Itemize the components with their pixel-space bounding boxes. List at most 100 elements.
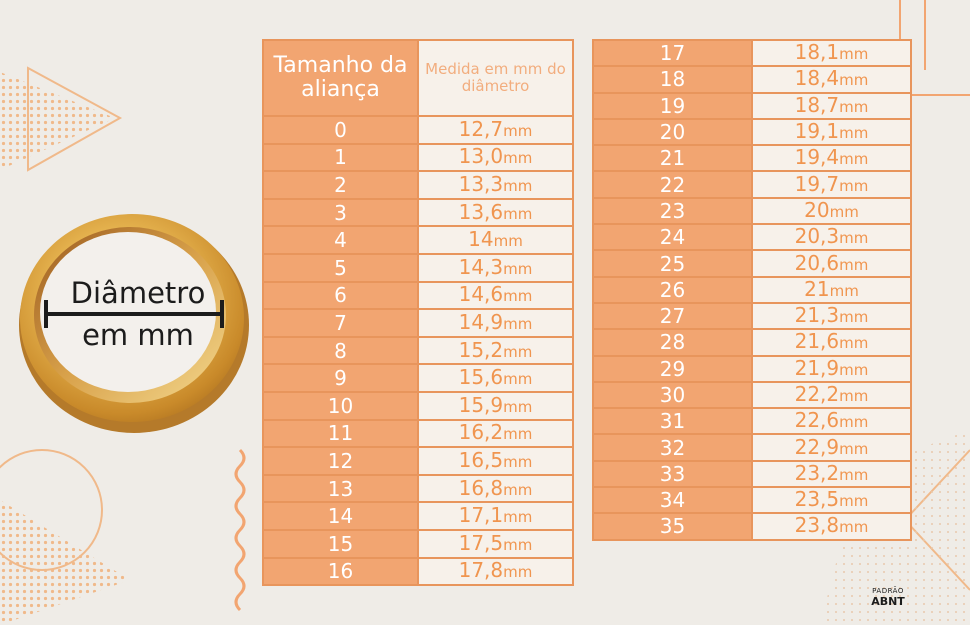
- ring-size-cell: 15: [262, 528, 419, 559]
- table-row: 11 16,2mm: [262, 418, 574, 449]
- diameter-cell: 20,3mm: [751, 223, 912, 252]
- diameter-cell: 14,3mm: [417, 252, 574, 283]
- ring-size-cell: 9: [262, 363, 419, 393]
- diameter-unit: mm: [503, 342, 533, 361]
- diameter-unit: mm: [503, 259, 533, 278]
- measure-column-header: Medida em mm do diâmetro: [417, 39, 574, 117]
- diameter-cell: 13,3mm: [417, 170, 574, 200]
- diameter-cell: 14,6mm: [417, 280, 574, 311]
- table-header-row: Tamanho da aliança Medida em mm do diâme…: [262, 39, 574, 117]
- ring-size-cell: 28: [592, 328, 753, 357]
- ring-size-cell: 13: [262, 473, 419, 504]
- table-row: 18 18,4mm: [592, 65, 912, 94]
- diameter-unit: mm: [503, 204, 533, 223]
- diameter-cell: 17,8mm: [417, 556, 574, 587]
- diameter-unit: mm: [839, 229, 869, 248]
- table-row: 21 19,4mm: [592, 144, 912, 173]
- diameter-value: 20,3: [794, 224, 840, 249]
- diameter-value: 19,7: [794, 171, 840, 196]
- diameter-value: 23,8: [794, 513, 840, 538]
- ring-size-cell: 32: [592, 433, 753, 462]
- diameter-unit: mm: [839, 360, 869, 379]
- diameter-cell: 19,1mm: [751, 117, 912, 147]
- table-row: 7 14,9mm: [262, 308, 574, 338]
- diameter-value: 12,7: [458, 116, 504, 141]
- ring-size-cell: 7: [262, 308, 419, 338]
- standard-badge-top: PADRÃO: [872, 587, 904, 595]
- diameter-value: 15,2: [458, 337, 504, 362]
- diameter-value: 14,6: [458, 282, 504, 307]
- diameter-cell: 23,2mm: [751, 459, 912, 489]
- diameter-value: 14: [468, 227, 494, 252]
- diameter-value: 23,2: [794, 460, 840, 485]
- diameter-value: 16,8: [458, 475, 504, 500]
- diameter-value: 16,2: [458, 420, 504, 445]
- abnt-standard-badge: PADRÃO ABNT: [868, 587, 908, 608]
- diameter-cell: 14mm: [417, 225, 574, 255]
- ring-size-cell: 24: [592, 223, 753, 252]
- diameter-cell: 13,0mm: [417, 142, 574, 173]
- table-row: 26 21mm: [592, 275, 912, 304]
- ring-size-cell: 10: [262, 390, 419, 421]
- diameter-unit: mm: [839, 492, 869, 511]
- ring-size-cell: 31: [592, 407, 753, 436]
- diameter-unit: mm: [503, 563, 533, 582]
- diameter-unit: mm: [839, 387, 869, 405]
- ring-unit-label: em mm: [82, 318, 194, 352]
- ring-size-cell: 12: [262, 446, 419, 476]
- ring-size-cell: 8: [262, 335, 419, 366]
- diameter-unit: mm: [839, 176, 869, 195]
- diameter-cell: 23,5mm: [751, 486, 912, 515]
- diameter-cell: 16,8mm: [417, 473, 574, 504]
- dotted-triangle-bottom-left: [0, 500, 130, 625]
- table-row: 27 21,3mm: [592, 301, 912, 331]
- table-row: 24 20,3mm: [592, 223, 912, 252]
- diameter-value: 15,9: [458, 392, 504, 417]
- diameter-value: 22,2: [794, 382, 840, 406]
- size-column-header: Tamanho da aliança: [262, 39, 419, 117]
- diameter-value: 15,6: [458, 365, 504, 390]
- table-row: 16 17,8mm: [262, 556, 574, 587]
- diameter-cell: 20mm: [751, 196, 912, 226]
- diameter-cell: 15,2mm: [417, 335, 574, 366]
- diameter-unit: mm: [503, 121, 533, 140]
- diameter-cell: 17,5mm: [417, 528, 574, 559]
- ring-size-cell: 25: [592, 249, 753, 278]
- diameter-unit: mm: [839, 413, 869, 432]
- diameter-value: 13,0: [458, 144, 504, 169]
- diameter-unit: mm: [829, 202, 859, 221]
- diameter-unit: mm: [839, 150, 869, 169]
- diameter-value: 21: [804, 276, 830, 301]
- ring-size-cell: 16: [262, 556, 419, 587]
- ring-size-cell: 29: [592, 354, 753, 383]
- diameter-value: 14,9: [458, 309, 504, 334]
- ring-diameter-label: Diâmetro: [70, 276, 206, 310]
- table-row: 32 22,9mm: [592, 433, 912, 462]
- diameter-unit: mm: [839, 334, 869, 353]
- table-row: 28 21,6mm: [592, 328, 912, 357]
- ring-size-cell: 30: [592, 380, 753, 410]
- outline-triangle-top-left: [27, 66, 123, 172]
- diameter-unit: mm: [839, 255, 869, 274]
- diameter-unit: mm: [839, 465, 869, 484]
- ring-size-cell: 27: [592, 301, 753, 331]
- ring-size-cell: 6: [262, 280, 419, 311]
- table-row: 8 15,2mm: [262, 335, 574, 366]
- diameter-value: 23,5: [794, 487, 840, 512]
- diameter-unit: mm: [493, 232, 523, 251]
- diameter-cell: 18,7mm: [751, 91, 912, 120]
- diameter-value: 18,7: [794, 92, 840, 117]
- ring-size-cell: 5: [262, 252, 419, 283]
- diameter-cell: 19,7mm: [751, 170, 912, 199]
- diameter-cell: 16,2mm: [417, 418, 574, 449]
- diameter-cell: 22,6mm: [751, 407, 912, 436]
- diameter-cell: 19,4mm: [751, 144, 912, 173]
- table-row: 1 13,0mm: [262, 142, 574, 173]
- ring-size-cell: 11: [262, 418, 419, 449]
- diameter-value: 21,3: [794, 303, 840, 328]
- dotted-triangle-top-left: [0, 72, 115, 170]
- diameter-unit: mm: [829, 281, 859, 300]
- diameter-unit: mm: [503, 480, 533, 499]
- diameter-value: 17,8: [458, 558, 504, 583]
